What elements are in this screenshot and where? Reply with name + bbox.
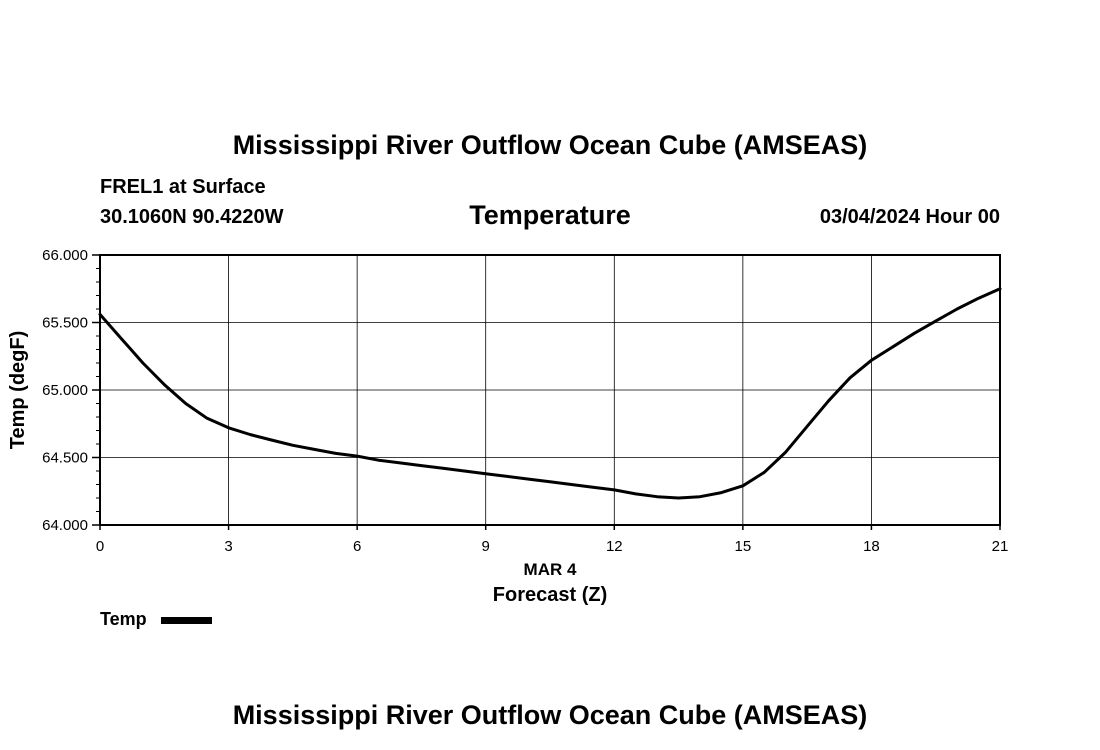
data-point — [891, 345, 895, 348]
data-point — [805, 425, 809, 428]
data-point — [848, 376, 852, 380]
data-point — [934, 319, 937, 323]
data-point — [270, 438, 273, 442]
data-point — [955, 307, 959, 311]
x-tick-label: 15 — [735, 538, 752, 555]
x-tick-label: 6 — [353, 538, 361, 555]
x-tick-label: 12 — [606, 538, 623, 555]
forecast-date: 03/04/2024 Hour 00 — [819, 206, 1000, 228]
series-layer — [98, 287, 1002, 500]
x-axis-label: Forecast (Z) — [493, 584, 607, 606]
data-point — [527, 477, 530, 481]
axis-labels: 0 3 6 9 12 15 18 21 64.000 64.500 65.000 65.500 66.0… — [7, 247, 1008, 606]
data-point — [398, 461, 402, 465]
data-point — [377, 459, 380, 462]
data-point — [998, 287, 1002, 290]
grid-lines — [100, 255, 1000, 525]
data-point — [484, 472, 487, 475]
x-axis-sublabel: MAR 4 — [524, 560, 577, 579]
y-tick-label: 66.000 — [42, 247, 88, 264]
data-point — [741, 484, 745, 488]
data-point — [677, 496, 680, 500]
data-point — [977, 297, 980, 300]
station-name: FREL1 at Surface — [100, 176, 266, 198]
data-point — [763, 471, 766, 474]
legend-swatch — [161, 617, 212, 624]
data-point — [634, 492, 637, 496]
y-tick-label: 65.000 — [42, 382, 88, 399]
data-point — [420, 464, 423, 467]
data-point — [291, 444, 295, 447]
x-tick-label: 0 — [96, 538, 104, 555]
data-point — [698, 495, 702, 498]
station-coordinates: 30.1060N 90.4220W — [100, 206, 284, 228]
x-tick-label: 3 — [224, 538, 232, 555]
data-point — [870, 359, 873, 362]
legend-label: Temp — [100, 609, 147, 629]
data-point — [913, 332, 916, 335]
x-tick-label: 9 — [482, 538, 490, 555]
x-tick-label: 21 — [992, 538, 1009, 555]
data-point — [613, 488, 616, 492]
data-point — [441, 467, 445, 470]
data-point — [720, 491, 723, 494]
data-point — [334, 452, 337, 455]
chart-title-repeat: Mississippi River Outflow Ocean Cube (AM… — [232, 700, 868, 730]
data-point — [548, 480, 552, 483]
data-point — [463, 469, 466, 473]
variable-title: Temperature — [469, 200, 631, 230]
data-point — [570, 483, 573, 486]
data-point — [505, 475, 509, 478]
data-point — [98, 313, 102, 316]
data-point — [141, 361, 145, 365]
data-point — [184, 402, 187, 405]
data-point — [248, 433, 252, 436]
data-point — [591, 486, 595, 489]
data-point — [655, 495, 659, 498]
series-line-temp — [98, 287, 1002, 500]
y-tick-label: 64.500 — [42, 450, 88, 467]
y-tick-label: 65.500 — [42, 315, 88, 332]
data-point — [120, 337, 123, 340]
data-point — [827, 399, 830, 402]
data-point — [313, 448, 316, 451]
data-point — [205, 417, 209, 420]
plot-frame — [99, 254, 1001, 526]
y-axis-label: Temp (degF) — [7, 331, 29, 450]
data-point — [784, 450, 787, 454]
y-tick-label: 64.000 — [42, 517, 88, 534]
data-point — [163, 383, 166, 386]
data-point — [227, 426, 230, 429]
chart-title: Mississippi River Outflow Ocean Cube (AM… — [232, 130, 868, 160]
data-point — [355, 454, 359, 458]
x-tick-label: 18 — [863, 538, 880, 555]
